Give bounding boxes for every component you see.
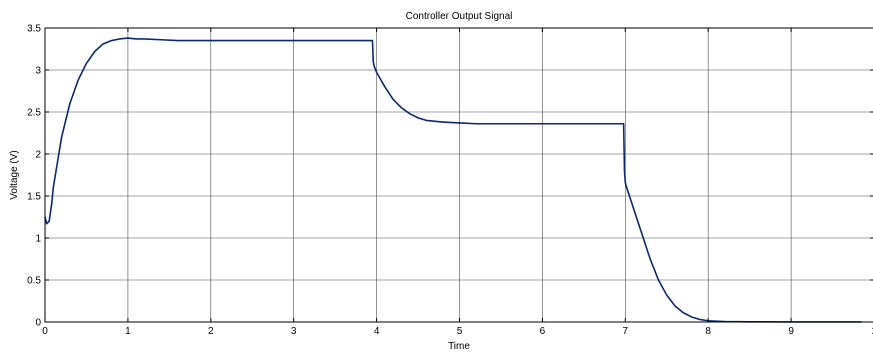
y-tick-label: 0 [35, 318, 41, 329]
series-layer [44, 37, 862, 323]
y-tick-label: 1.5 [27, 192, 41, 203]
x-tick-label: 5 [457, 326, 463, 337]
y-tick-label: 2 [35, 150, 41, 161]
x-tick-label: 6 [540, 326, 546, 337]
x-axis-title: Time [448, 341, 470, 352]
y-tick-label: 2.5 [27, 108, 41, 119]
ticks: 0123456789100.511.522.533.5 [27, 24, 873, 337]
x-tick-label: 2 [208, 326, 214, 337]
chart-title: Controller Output Signal [406, 11, 513, 22]
plot-background [45, 28, 873, 322]
grid [45, 28, 873, 322]
x-tick-label: 8 [705, 326, 711, 337]
x-tick-label: 9 [788, 326, 794, 337]
y-tick-label: 3.5 [27, 24, 41, 35]
x-tick-label: 0 [42, 326, 48, 337]
x-tick-label: 1 [125, 326, 131, 337]
y-axis-title: Voltage (V) [9, 150, 20, 199]
y-tick-label: 3 [35, 66, 41, 77]
y-tick-label: 0.5 [27, 276, 41, 287]
x-tick-label: 7 [623, 326, 629, 337]
y-tick-label: 1 [35, 234, 41, 245]
x-tick-label: 3 [291, 326, 297, 337]
x-tick-label: 1 [871, 326, 873, 337]
x-tick-label: 4 [374, 326, 380, 337]
series-line [44, 37, 862, 323]
